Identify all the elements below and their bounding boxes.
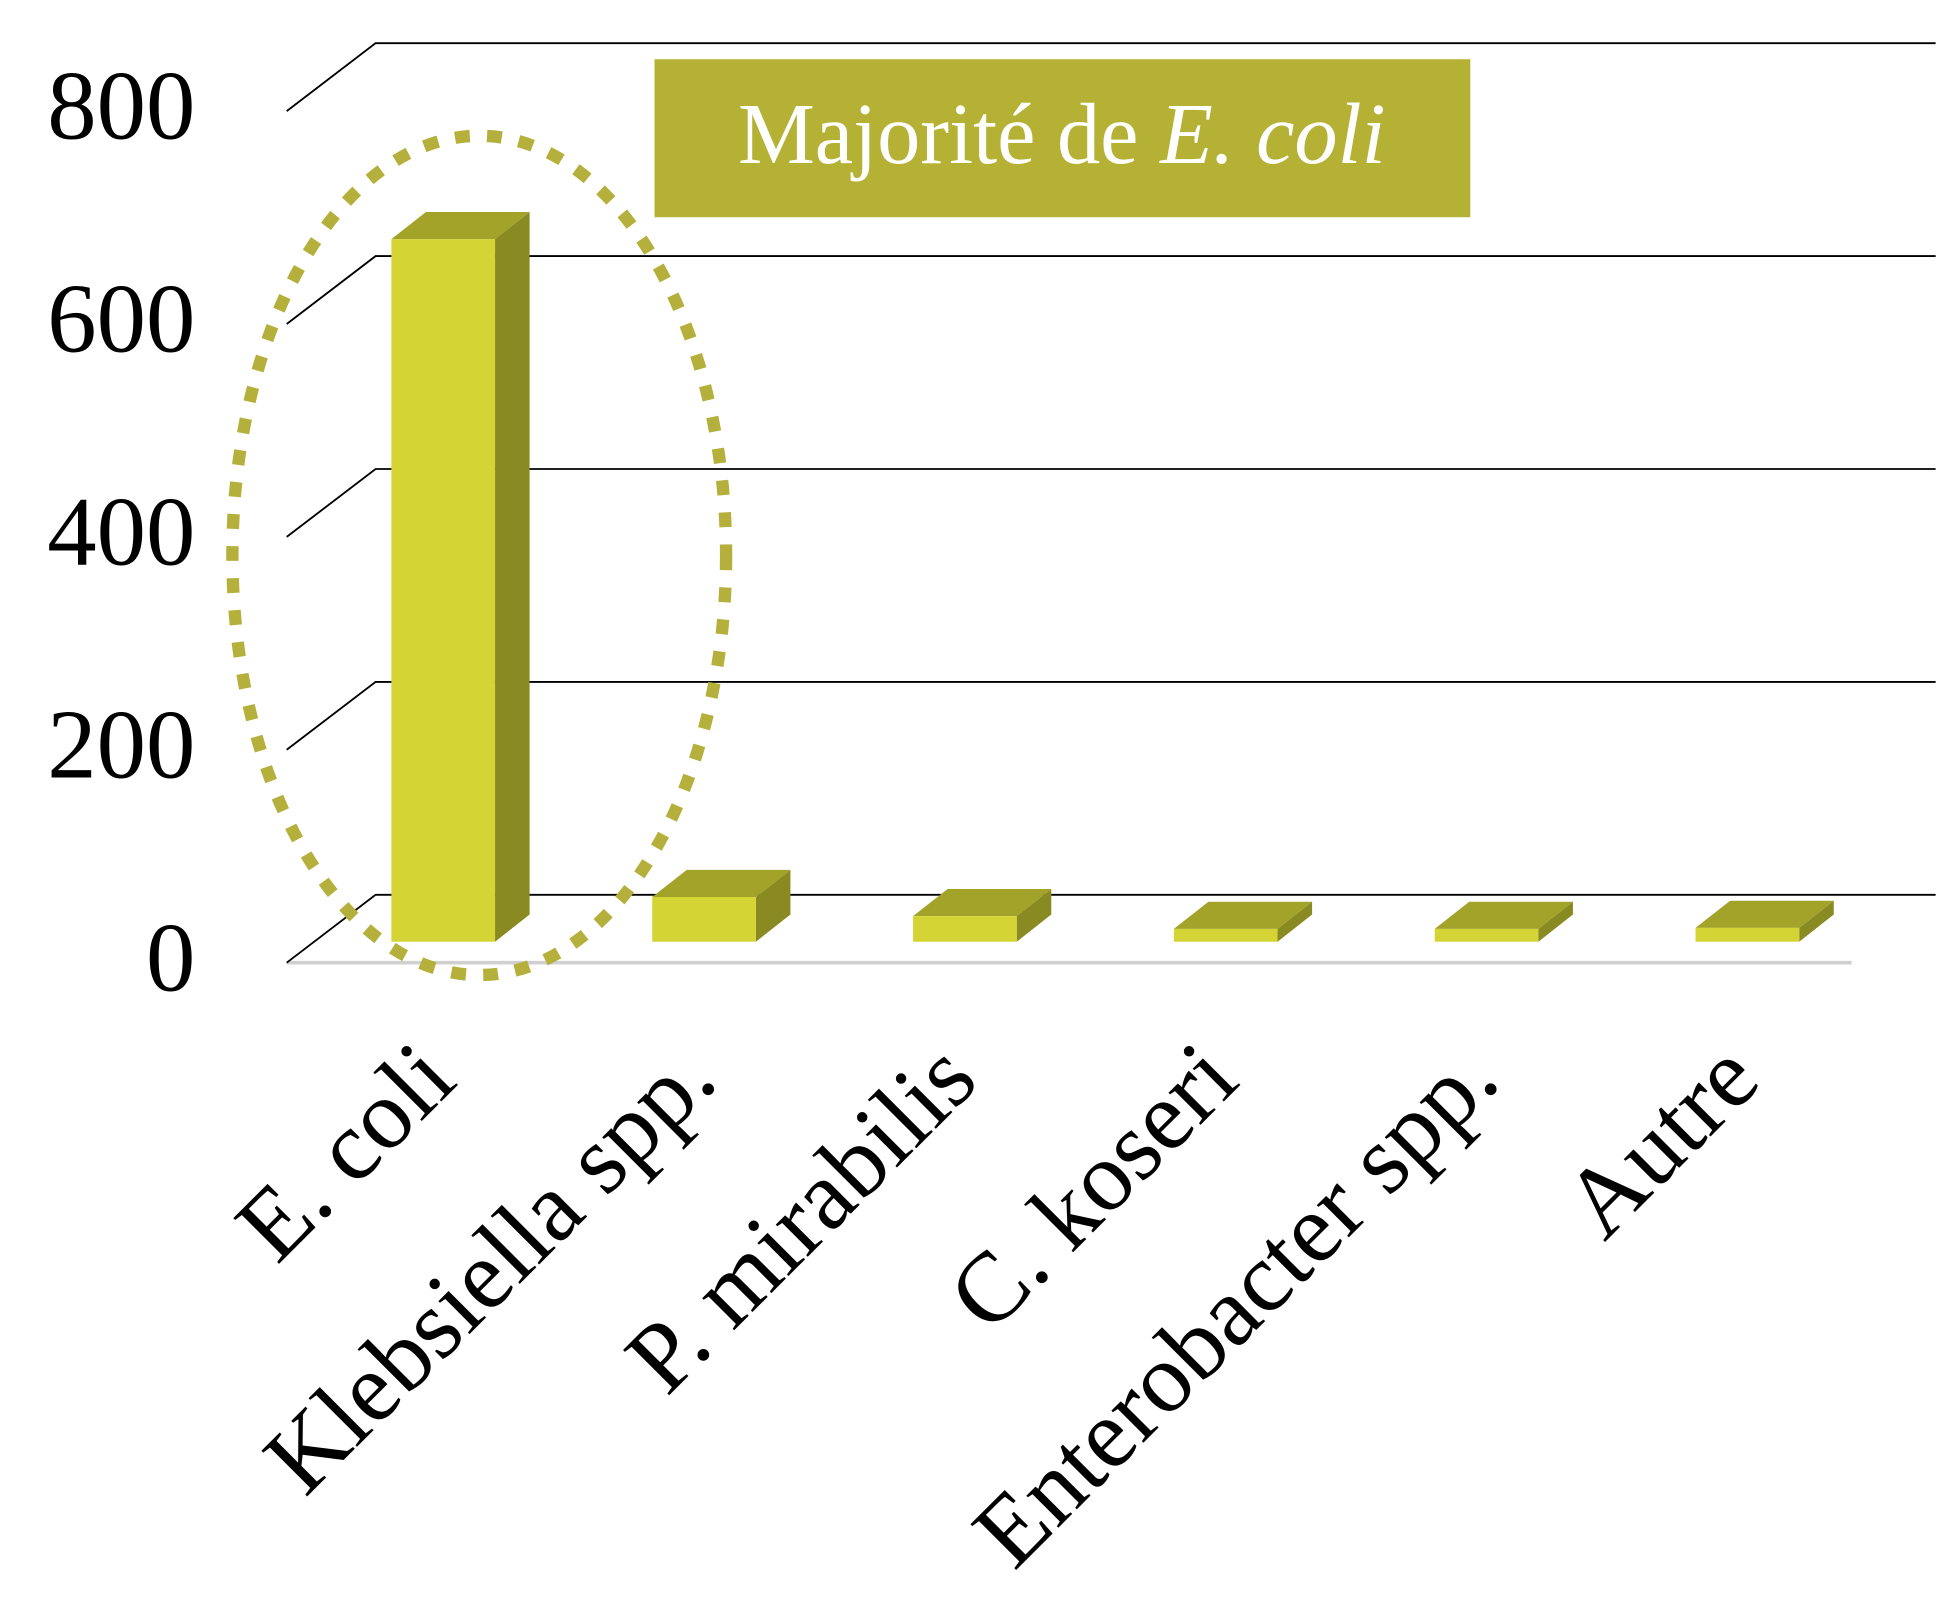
grid-line — [286, 468, 1936, 538]
y-tick-label: 400 — [47, 477, 195, 586]
bar — [1695, 900, 1834, 942]
bar-front — [1173, 928, 1278, 942]
bar — [1173, 901, 1313, 942]
grid-line — [286, 680, 1936, 751]
bar-top — [652, 869, 791, 898]
bar-top — [391, 211, 530, 240]
bar-top — [1434, 901, 1573, 929]
annotation-box — [654, 59, 1471, 218]
y-tick-label: 0 — [146, 903, 195, 1012]
bar-side — [1016, 889, 1052, 942]
y-tick-label: 800 — [47, 52, 195, 161]
grid-line — [286, 255, 1936, 325]
bar-top — [1173, 901, 1313, 929]
bar — [652, 869, 791, 942]
annotation-plain: Majorité de — [738, 86, 1139, 182]
highlight-ellipse — [226, 129, 733, 982]
bar-top — [1695, 900, 1834, 928]
bar-front — [391, 239, 496, 942]
annotation: Majorité de E. coli — [654, 59, 1471, 218]
y-tick-label: 600 — [47, 265, 195, 374]
grid-line — [286, 42, 1936, 112]
bar-front — [652, 897, 756, 942]
bar-side — [755, 869, 791, 942]
grid-line — [286, 893, 1936, 964]
annotation-text: Majorité de E. coli — [738, 86, 1386, 182]
bar — [1434, 901, 1573, 942]
bars — [391, 211, 1834, 942]
bar-side — [495, 211, 530, 942]
bar-top — [913, 889, 1052, 917]
bar-side — [1277, 901, 1313, 942]
bar-front — [913, 916, 1017, 942]
bar-side — [1538, 901, 1573, 942]
bar-front — [1434, 928, 1539, 942]
bar-side — [1799, 900, 1834, 942]
bar — [391, 211, 530, 942]
bar-front — [1695, 927, 1800, 942]
bar — [913, 889, 1052, 942]
annotation-italic: E. coli — [1158, 86, 1385, 182]
y-tick-label: 200 — [47, 690, 195, 799]
